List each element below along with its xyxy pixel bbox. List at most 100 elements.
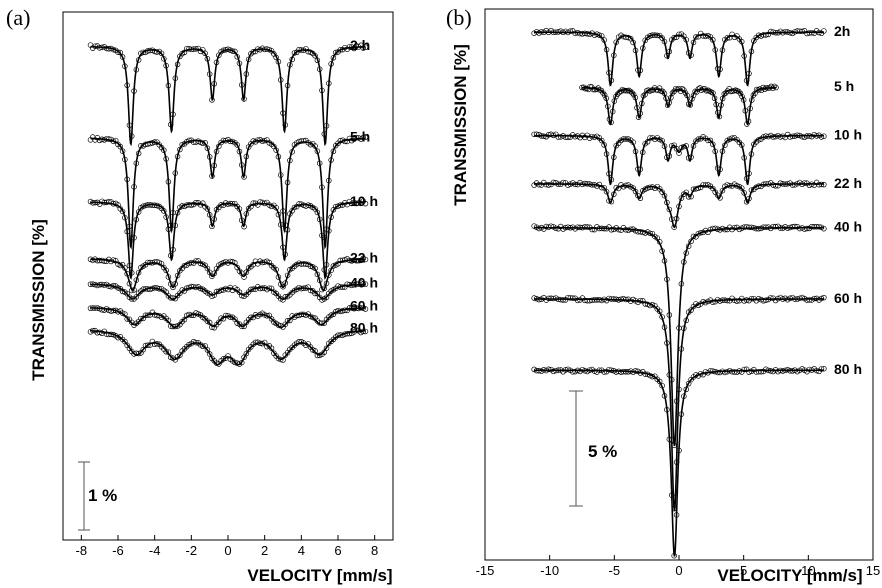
data-point	[664, 340, 670, 346]
data-point	[241, 223, 247, 230]
data-point	[700, 86, 706, 92]
data-point	[623, 34, 629, 41]
data-point	[630, 39, 636, 46]
x-tick-label: 6	[334, 543, 341, 558]
data-point	[755, 295, 762, 302]
data-point	[637, 195, 644, 202]
data-point	[319, 87, 325, 94]
data-point	[660, 88, 666, 95]
data-point	[679, 86, 685, 92]
data-point	[718, 102, 724, 108]
data-point	[681, 259, 687, 265]
data-point	[608, 176, 615, 183]
data-point	[314, 57, 321, 64]
panel-a-scale-label: 1 %	[88, 486, 117, 505]
data-point	[615, 226, 622, 233]
data-point	[133, 277, 140, 283]
data-point	[614, 91, 621, 97]
data-point	[678, 195, 685, 201]
data-point	[647, 135, 653, 141]
data-point	[731, 224, 738, 231]
data-point	[613, 39, 619, 45]
data-point	[339, 284, 346, 290]
data-point	[202, 343, 208, 349]
data-point	[261, 137, 268, 144]
data-point	[683, 250, 689, 256]
data-point	[133, 160, 140, 166]
data-point	[594, 31, 600, 37]
data-point	[736, 368, 743, 374]
data-point	[342, 138, 348, 145]
series-label-40h: 40 h	[350, 275, 378, 291]
data-point	[678, 346, 685, 352]
data-point	[632, 148, 639, 155]
data-point	[328, 214, 334, 220]
data-point	[693, 186, 699, 192]
data-point	[355, 200, 362, 206]
spectrum-60h	[87, 305, 369, 331]
data-point	[683, 143, 689, 149]
data-point	[630, 91, 637, 98]
data-point	[572, 181, 578, 188]
data-point	[634, 105, 640, 111]
data-point	[282, 294, 289, 300]
data-point	[326, 80, 332, 87]
panel-a: (a) 2 h 5 h 10 h 22 h 40 h 60 h 80 h -8 -6 -4 -2 0…	[6, 5, 394, 585]
data-point	[133, 216, 140, 223]
data-point	[669, 143, 675, 149]
data-point	[266, 285, 273, 291]
data-point	[337, 47, 344, 53]
data-point	[188, 312, 195, 319]
data-point	[154, 312, 160, 319]
data-point	[305, 202, 311, 208]
data-point	[649, 373, 656, 380]
data-point	[124, 176, 130, 183]
data-point	[632, 368, 639, 374]
data-point	[570, 295, 576, 301]
data-point	[362, 134, 369, 140]
data-point	[574, 297, 581, 304]
data-point	[204, 206, 211, 212]
data-point	[273, 266, 279, 273]
data-point	[739, 142, 745, 148]
data-point	[314, 148, 321, 154]
data-point	[746, 369, 752, 375]
data-point	[710, 299, 716, 305]
data-point	[243, 269, 250, 275]
data-point	[799, 28, 805, 35]
data-point	[717, 195, 723, 201]
data-point	[536, 181, 542, 188]
data-point	[666, 153, 673, 159]
data-point	[239, 217, 245, 223]
x-tick-label: -8	[76, 543, 88, 558]
data-point	[719, 148, 726, 154]
data-point	[737, 90, 744, 97]
data-point	[122, 311, 128, 317]
data-point	[328, 157, 334, 163]
data-point	[328, 312, 334, 318]
data-point	[748, 187, 755, 193]
x-tick-label: 0	[224, 543, 231, 558]
panel-a-y-axis-title: TRANSMISSION [%]	[29, 219, 48, 381]
data-point	[284, 82, 291, 89]
data-point	[204, 145, 211, 151]
data-point	[640, 45, 646, 51]
data-point	[135, 269, 142, 276]
data-point	[193, 199, 199, 206]
data-point	[314, 271, 321, 278]
data-point	[723, 90, 729, 96]
data-point	[135, 57, 142, 63]
data-point	[772, 223, 779, 230]
data-point	[124, 316, 130, 322]
data-point	[236, 148, 243, 155]
data-point	[560, 179, 566, 186]
data-point	[122, 156, 128, 163]
data-point	[179, 141, 185, 148]
data-point	[204, 347, 211, 353]
panel-b-spectra	[531, 27, 827, 559]
data-point	[202, 50, 208, 57]
data-point	[250, 200, 256, 206]
data-point	[323, 261, 330, 268]
x-tick-label: 15	[866, 563, 880, 578]
